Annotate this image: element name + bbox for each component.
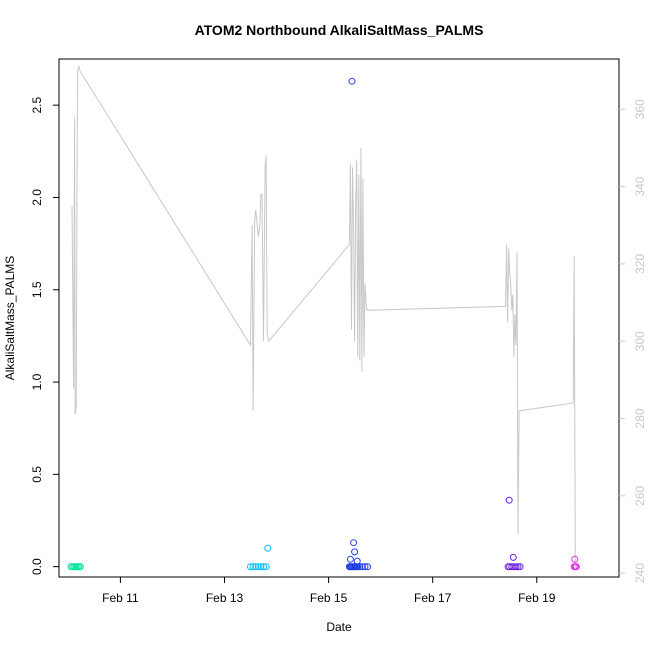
y2-tick-label: 320 (633, 254, 647, 274)
data-point (516, 563, 524, 571)
data-point (262, 563, 270, 571)
x-tick-label: Feb 13 (206, 591, 244, 605)
y2-tick-label: 340 (633, 176, 647, 196)
y-axis-left: 0.0 0.5 1.0 1.5 2.0 2.5 (30, 96, 59, 575)
x-tick-label: Feb 17 (414, 591, 452, 605)
ratio-line-path (71, 64, 576, 570)
x-tick-label: Feb 11 (102, 591, 139, 605)
data-point (254, 563, 262, 571)
data-point (76, 563, 84, 571)
data-point (351, 548, 359, 556)
y-tick-label: 2.0 (30, 189, 44, 206)
x-tick-label: Feb 15 (310, 591, 348, 605)
x-axis: Feb 11 Feb 13 Feb 15 Feb 17 Feb 19 (102, 577, 556, 605)
ratio-line (71, 64, 576, 570)
data-point (260, 563, 267, 571)
y-tick-label: 0.0 (30, 558, 44, 575)
y2-tick-label: 280 (633, 408, 647, 428)
data-point (364, 563, 372, 571)
data-point (512, 563, 520, 571)
data-point (249, 563, 257, 571)
y-tick-label: 2.5 (30, 96, 44, 113)
chart-title: ATOM2 Northbound AlkaliSaltMass_PALMS (195, 22, 484, 38)
y2-tick-label: 360 (633, 99, 647, 119)
data-point (514, 563, 522, 571)
y-axis-title: AlkaliSaltMass_PALMS (3, 256, 17, 381)
x-tick-label: Feb 19 (518, 591, 556, 605)
data-point (358, 563, 366, 571)
y-tick-label: 1.5 (30, 281, 44, 298)
y-tick-label: 1.0 (30, 373, 44, 390)
data-point (361, 563, 369, 571)
plot-frame (58, 58, 620, 578)
data-point (247, 563, 254, 571)
y-axis-right: 240 260 280 300 320 340 360 (619, 99, 647, 583)
data-point (353, 557, 361, 565)
data-point (348, 77, 356, 85)
y-tick-label: 0.5 (30, 466, 44, 483)
y2-tick-label: 260 (633, 485, 647, 505)
data-point (257, 563, 265, 571)
data-point (509, 553, 517, 561)
y2-tick-label: 240 (633, 563, 647, 583)
data-point (356, 563, 364, 571)
data-point (505, 496, 513, 504)
data-points (67, 77, 580, 571)
data-point (346, 555, 354, 563)
x-axis-title: Date (326, 620, 352, 634)
data-point (571, 555, 579, 563)
y2-tick-label: 300 (633, 331, 647, 351)
data-point (252, 563, 260, 571)
data-point (572, 563, 580, 571)
data-point (350, 539, 358, 547)
data-point (264, 544, 272, 552)
